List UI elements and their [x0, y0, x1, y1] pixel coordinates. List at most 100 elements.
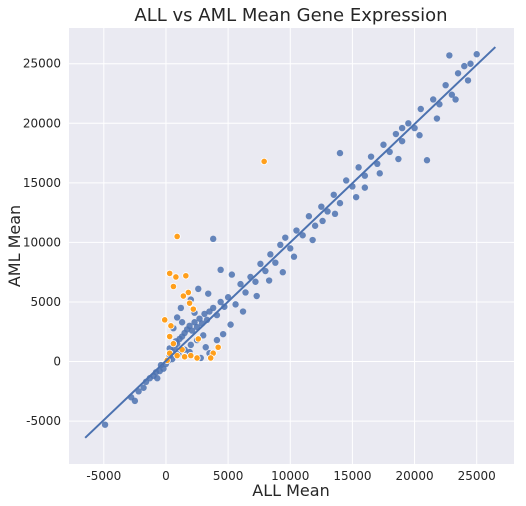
data-point — [219, 330, 227, 338]
data-point — [423, 157, 431, 164]
data-point — [331, 210, 339, 218]
data-point — [201, 310, 208, 318]
data-point — [267, 251, 274, 258]
data-point — [318, 203, 325, 210]
highlighted-point — [185, 299, 194, 307]
x-tick-label: 0 — [162, 469, 170, 483]
y-tick-label: -5000 — [26, 414, 61, 428]
data-point — [367, 153, 375, 160]
tick-labels: -5000 0 5000 10000 15000 20000 25000 -5000 0 5000… — [23, 57, 496, 483]
data-point — [140, 384, 147, 391]
data-point — [319, 217, 326, 225]
data-point — [392, 130, 400, 138]
data-point — [279, 269, 286, 276]
y-tick-label: 15000 — [23, 176, 61, 190]
data-point — [173, 314, 181, 321]
data-point — [311, 222, 319, 229]
highlighted-point — [167, 322, 175, 330]
data-point — [228, 271, 236, 278]
data-point — [430, 96, 437, 103]
data-point — [454, 70, 462, 77]
highlighted-point — [169, 282, 178, 291]
data-point — [336, 199, 344, 207]
x-tick-label: 5000 — [213, 469, 244, 483]
data-point — [417, 105, 424, 113]
data-point — [448, 91, 456, 98]
regression-line — [84, 46, 497, 439]
data-point — [202, 344, 209, 351]
x-tick-label: -5000 — [86, 469, 121, 483]
x-axis-label: ALL Mean — [252, 481, 329, 500]
data-point — [186, 322, 193, 330]
data-point — [257, 260, 264, 268]
data-point — [239, 308, 247, 315]
highlighted-point — [184, 288, 192, 297]
data-point — [416, 132, 423, 139]
data-point — [177, 304, 185, 312]
data-point — [154, 375, 161, 382]
y-tick-label: 25000 — [23, 57, 61, 71]
data-point — [217, 298, 224, 306]
data-point — [461, 62, 468, 70]
highlighted-point — [193, 354, 201, 362]
highlighted-point — [173, 232, 181, 241]
data-point — [131, 397, 139, 405]
highlighted-point — [187, 351, 195, 360]
data-point — [227, 321, 234, 328]
data-point — [395, 155, 402, 163]
data-point — [209, 304, 217, 312]
data-point — [221, 303, 228, 310]
highlighted-point — [173, 351, 181, 360]
highlighted-point — [161, 316, 169, 324]
data-point — [242, 289, 249, 296]
data-point — [253, 292, 260, 300]
data-point — [293, 227, 300, 234]
highlighted-point — [179, 292, 187, 300]
y-axis-label: AML Mean — [5, 205, 24, 287]
highlighted-point — [166, 269, 174, 277]
data-point — [446, 52, 453, 59]
data-point — [160, 365, 167, 372]
x-tick-label: 25000 — [458, 469, 496, 483]
data-point — [209, 235, 217, 243]
data-point — [290, 253, 298, 260]
fit-line-group — [84, 46, 497, 439]
data-point — [178, 319, 186, 326]
highlighted-point — [214, 343, 222, 351]
data-point — [405, 120, 412, 127]
data-point — [452, 96, 459, 103]
data-point — [265, 277, 273, 284]
data-point — [305, 213, 313, 220]
highlighted-point — [181, 353, 189, 361]
data-point — [196, 315, 203, 322]
data-point — [232, 301, 239, 308]
data-point — [398, 124, 406, 132]
data-point — [467, 60, 474, 67]
data-point — [299, 232, 306, 239]
x-tick-label: 20000 — [395, 469, 433, 483]
data-point — [355, 164, 362, 171]
highlighted-point — [166, 332, 174, 341]
data-point — [473, 51, 480, 58]
x-tick-label: 10000 — [271, 469, 309, 483]
data-point — [380, 141, 387, 148]
y-tick-label: 5000 — [30, 295, 61, 309]
data-point — [237, 280, 244, 288]
data-point — [101, 421, 109, 428]
y-tick-label: 20000 — [23, 116, 61, 130]
data-point — [282, 234, 289, 241]
data-point — [361, 184, 369, 191]
highlighted-point — [169, 340, 178, 348]
data-point — [277, 241, 284, 249]
data-point — [398, 137, 406, 145]
highlighted-point — [260, 157, 268, 166]
x-tick-label: 15000 — [333, 469, 371, 483]
data-point — [324, 208, 331, 215]
data-point — [376, 170, 383, 177]
chart-title: ALL vs AML Mean Gene Expression — [134, 5, 447, 26]
data-point — [330, 191, 337, 198]
highlighted-point — [172, 273, 180, 281]
data-point — [213, 336, 221, 344]
highlighted-point — [182, 272, 190, 280]
